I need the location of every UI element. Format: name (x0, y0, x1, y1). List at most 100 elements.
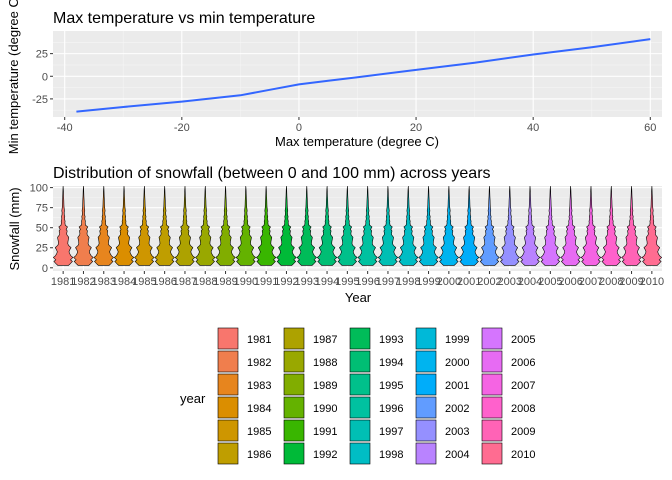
legend-label: 1987 (313, 334, 337, 346)
legend-label: 2004 (445, 449, 469, 461)
x-tick-label: 2002 (477, 276, 501, 288)
temperature-x-axis-label: Max temperature (degree C) (275, 134, 439, 149)
x-tick-label: 1998 (396, 276, 420, 288)
legend-swatch (217, 419, 239, 442)
legend-label: 1986 (247, 449, 271, 461)
legend-item-2004: 2004 (415, 442, 469, 465)
legend-label: 1993 (379, 334, 403, 346)
legend-swatch (283, 327, 305, 350)
legend-swatch (481, 373, 503, 396)
legend-item-2005: 2005 (481, 327, 535, 350)
snowfall-y-ticks: 0 25 50 75 100 (30, 183, 53, 275)
legend-label: 1982 (247, 357, 271, 369)
violin-1998 (398, 185, 419, 266)
legend-swatch (349, 442, 371, 465)
violin-2004 (519, 185, 541, 266)
x-tick-label: 2010 (640, 276, 664, 288)
legend-swatch (349, 327, 371, 350)
snowfall-x-ticks: 1981198219831984198519861987198819891990… (51, 271, 664, 288)
x-tick-label: 1990 (234, 276, 258, 288)
violin-2001 (458, 185, 480, 266)
legend-swatch (481, 419, 503, 442)
legend-swatch (217, 350, 239, 373)
legend-item-2000: 2000 (415, 350, 469, 373)
temperature-chart-title: Max temperature vs min temperature (53, 10, 315, 27)
legend-item-1990: 1990 (283, 396, 337, 419)
violin-1987 (174, 185, 196, 266)
year-legend: 1981 1982 1983 1984 1985 1986 1987 1988 1989 1990… (217, 327, 535, 465)
legend-swatch (481, 396, 503, 419)
x-tick-label: 1995 (335, 276, 359, 288)
legend-swatch (349, 419, 371, 442)
legend-label: 1992 (313, 449, 337, 461)
legend-item-1986: 1986 (217, 442, 271, 465)
legend-label: 1996 (379, 403, 403, 415)
legend-label: 1988 (313, 357, 337, 369)
snowfall-chart-title: Distribution of snowfall (between 0 and … (53, 165, 491, 182)
legend-swatch (217, 373, 239, 396)
legend-item-2003: 2003 (415, 419, 469, 442)
legend-item-2001: 2001 (415, 373, 469, 396)
x-tick-label: 2009 (619, 276, 643, 288)
legend-item-1989: 1989 (283, 373, 337, 396)
x-tick-label: 1996 (355, 276, 379, 288)
legend-label: 2007 (511, 380, 535, 392)
y-tick-label: -25 (32, 94, 48, 106)
y-tick-label: 0 (42, 263, 48, 275)
snowfall-violins (52, 185, 663, 266)
x-tick-label: 60 (644, 122, 656, 134)
violin-1990 (235, 185, 257, 266)
legend-swatch (415, 419, 437, 442)
violin-1985 (134, 185, 155, 266)
temperature-trend-line (76, 38, 651, 113)
violin-1995 (337, 185, 358, 266)
x-tick-label: 1988 (193, 276, 217, 288)
snowfall-plot-panel (53, 186, 662, 271)
legend-label: 1981 (247, 334, 271, 346)
legend-label: 1999 (445, 334, 469, 346)
violin-1997 (377, 185, 399, 266)
violin-1992 (276, 185, 297, 266)
y-tick-label: 25 (36, 243, 48, 255)
x-tick-label: 1981 (51, 276, 75, 288)
legend-swatch (283, 442, 305, 465)
violin-1999 (418, 185, 439, 266)
legend-swatch (283, 396, 305, 419)
legend-item-1984: 1984 (217, 396, 271, 419)
legend-swatch (283, 373, 305, 396)
legend-label: 1985 (247, 426, 271, 438)
y-tick-label: 0 (42, 71, 48, 83)
legend-swatch (481, 350, 503, 373)
legend-item-1995: 1995 (349, 373, 403, 396)
violin-2002 (479, 185, 500, 266)
legend-swatch (415, 373, 437, 396)
temperature-x-ticks: -40 -20 0 20 40 60 (57, 117, 656, 134)
legend-item-2009: 2009 (481, 419, 535, 442)
x-tick-label: 1999 (416, 276, 440, 288)
legend-item-1991: 1991 (283, 419, 337, 442)
legend-label: 2010 (511, 449, 535, 461)
legend-swatch (349, 396, 371, 419)
x-tick-label: 1994 (315, 276, 339, 288)
violin-1988 (195, 185, 216, 266)
legend-label: 2001 (445, 380, 469, 392)
x-tick-label: 1997 (376, 276, 400, 288)
x-tick-label: -20 (174, 122, 190, 134)
x-tick-label: 0 (296, 122, 302, 134)
x-tick-label: 1993 (295, 276, 319, 288)
legend-label: 1994 (379, 357, 403, 369)
legend-label: 1997 (379, 426, 403, 438)
y-tick-label: 75 (36, 203, 48, 215)
violin-1986 (154, 185, 175, 266)
legend-item-1982: 1982 (217, 350, 271, 373)
legend-label: 1998 (379, 449, 403, 461)
legend-label: 2009 (511, 426, 535, 438)
x-tick-label: 2008 (599, 276, 623, 288)
violin-1989 (215, 185, 236, 266)
legend-item-1998: 1998 (349, 442, 403, 465)
temperature-y-ticks: -25 0 25 (32, 49, 53, 106)
violin-2009 (621, 185, 642, 266)
y-tick-label: 25 (36, 49, 48, 61)
x-tick-label: 1987 (173, 276, 197, 288)
